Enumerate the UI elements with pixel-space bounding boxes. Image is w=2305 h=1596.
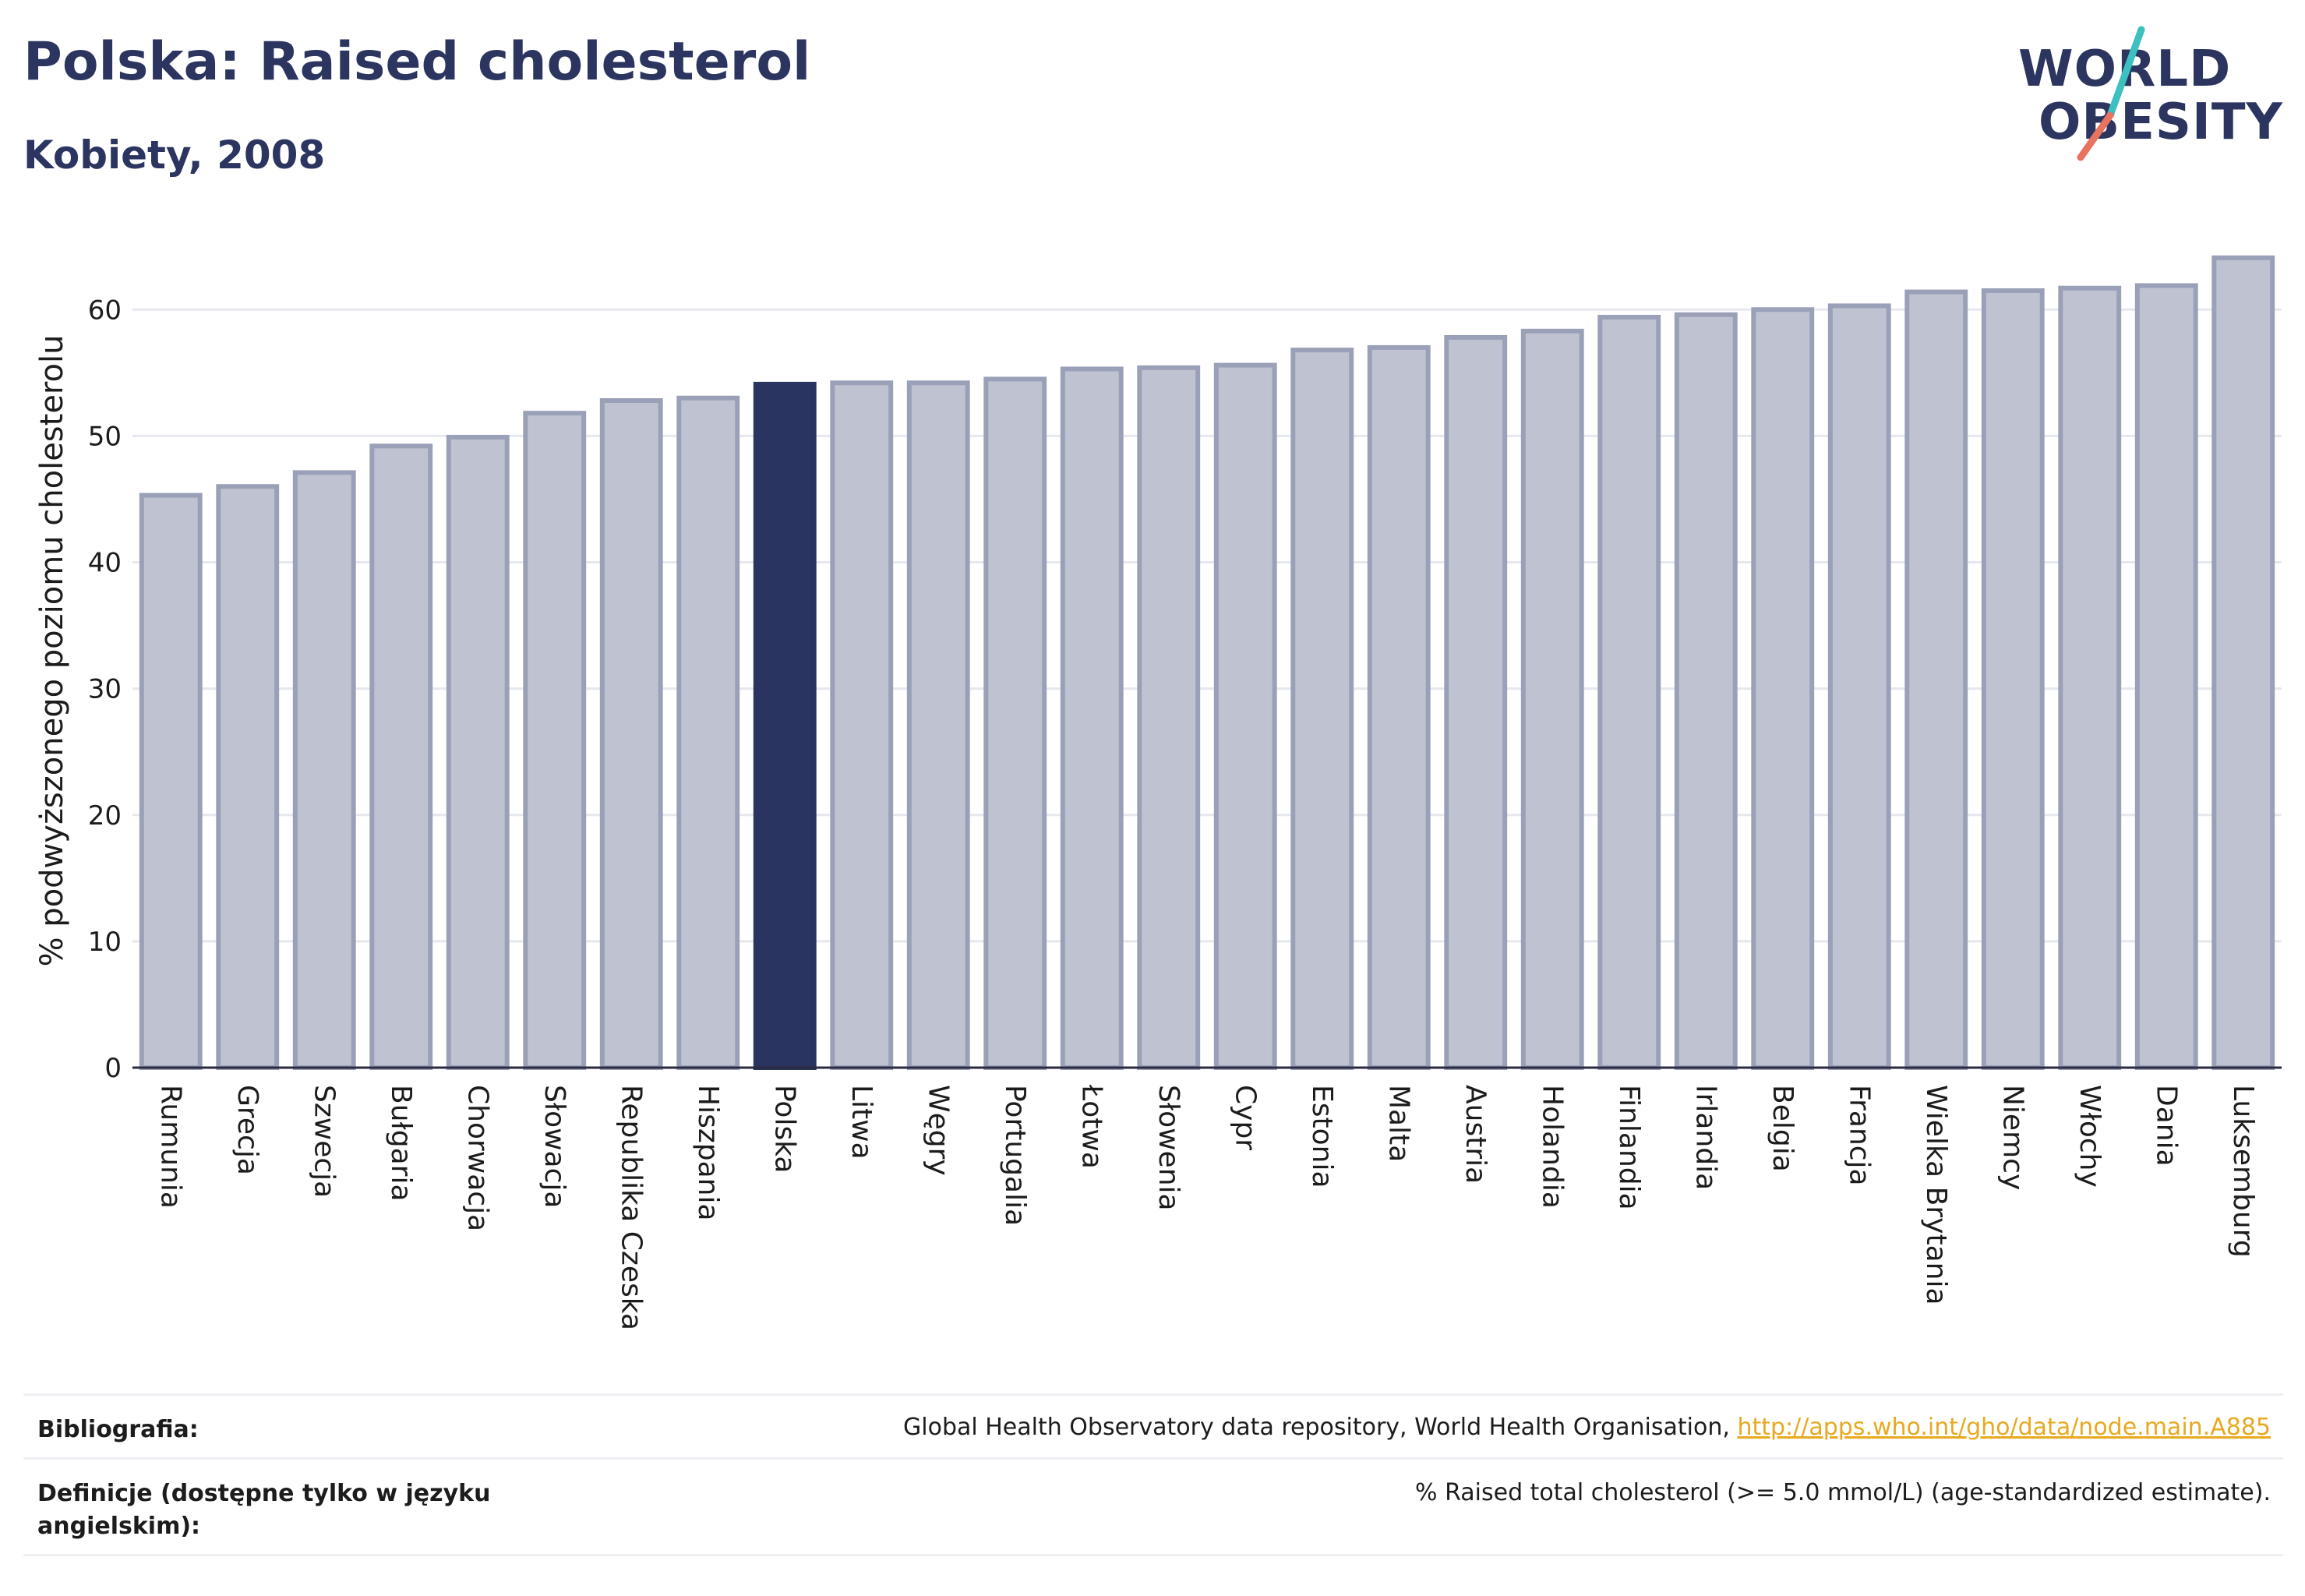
- x-tick-label: Włochy: [2074, 1085, 2106, 1188]
- bar: [983, 376, 1047, 1070]
- bar: [139, 493, 203, 1071]
- bar: [1674, 312, 1738, 1070]
- x-tick-label: Estonia: [1306, 1085, 1338, 1188]
- bar: [523, 411, 587, 1071]
- y-tick-label: 60: [88, 295, 122, 326]
- bar: [2134, 283, 2198, 1070]
- x-tick-label: Bułgaria: [385, 1085, 417, 1202]
- y-tick-label: 0: [104, 1053, 122, 1084]
- bar: [1751, 307, 1815, 1071]
- bar-chart: 0 10 20 30 40 50 60 % podwyższonego poziomu cho…: [34, 255, 2282, 1330]
- y-axis-label: % podwyższonego poziomu cholesterolu: [34, 335, 70, 967]
- x-tick-label: Cypr: [1229, 1085, 1261, 1150]
- y-tick-label: 40: [88, 548, 122, 579]
- bar: [1137, 365, 1201, 1070]
- definition-label: Definicje (dostępne tylko w języku angie…: [37, 1480, 491, 1540]
- x-tick-label: Republika Czeska: [615, 1085, 647, 1330]
- x-tick-label: Hiszpania: [692, 1085, 724, 1221]
- bibliography-text: Global Health Observatory data repositor…: [903, 1414, 1738, 1441]
- bar: [1060, 366, 1124, 1070]
- x-tick-label: Belgia: [1767, 1085, 1798, 1172]
- footer-divider-top: [23, 1393, 2283, 1396]
- x-tick-label: Łotwa: [1075, 1084, 1107, 1169]
- bar: [1520, 328, 1584, 1071]
- x-tick-label: Polska: [768, 1085, 800, 1173]
- x-tick-label: Słowacja: [538, 1085, 570, 1208]
- bar: [753, 381, 817, 1070]
- x-tick-label: Austria: [1460, 1085, 1491, 1184]
- bibliography-value: Global Health Observatory data repositor…: [903, 1414, 2271, 1441]
- bibliography-link[interactable]: http://apps.who.int/gho/data/node.main.A…: [1737, 1414, 2271, 1441]
- y-tick-label: 30: [88, 674, 122, 705]
- bar: [1904, 289, 1968, 1071]
- x-tick-label: Portugalia: [999, 1085, 1031, 1226]
- bar: [2058, 285, 2122, 1071]
- bar: [1827, 303, 1891, 1070]
- x-tick-label: Grecja: [231, 1085, 263, 1175]
- bar: [906, 380, 970, 1070]
- bar: [830, 380, 894, 1070]
- x-tick-label: Słowenia: [1152, 1085, 1184, 1211]
- y-tick-label: 10: [88, 927, 122, 958]
- chart-subtitle: Kobiety, 2008: [23, 132, 326, 178]
- x-tick-label: Irlandia: [1689, 1085, 1721, 1190]
- bar: [369, 443, 433, 1070]
- bar: [1367, 344, 1431, 1070]
- x-tick-label: Chorwacja: [461, 1085, 493, 1231]
- y-tick-label: 20: [88, 800, 122, 832]
- x-tick-label: Holandia: [1536, 1085, 1568, 1209]
- bar: [1213, 362, 1277, 1070]
- x-tick-label: Węgry: [922, 1085, 954, 1176]
- x-tick-label: Luksemburg: [2227, 1085, 2259, 1258]
- bar: [676, 395, 740, 1070]
- bar: [1444, 334, 1508, 1070]
- x-tick-label: Rumunia: [154, 1085, 186, 1209]
- x-tick-label: Wielka Brytania: [1920, 1085, 1952, 1305]
- bar: [599, 398, 663, 1070]
- bar: [2211, 255, 2275, 1071]
- bar: [446, 435, 510, 1070]
- x-tick-label: Niemcy: [1996, 1085, 2028, 1190]
- logo-line-2: OBESITY: [2038, 94, 2283, 151]
- y-tick-label: 50: [88, 421, 122, 452]
- world-obesity-logo[interactable]: WORLD OBESITY: [2018, 23, 2283, 164]
- definition-value: % Raised total cholesterol (>= 5.0 mmol/…: [1415, 1479, 2271, 1506]
- bar: [1981, 288, 2045, 1071]
- bar: [292, 470, 356, 1070]
- footer-divider-bottom: [23, 1554, 2283, 1556]
- bar: [1597, 315, 1661, 1070]
- x-tick-label: Finlandia: [1613, 1085, 1645, 1210]
- bibliography-label: Bibliografia:: [37, 1416, 199, 1443]
- x-tick-label: Malta: [1382, 1085, 1414, 1162]
- chart-title: Polska: Raised cholesterol: [23, 31, 811, 93]
- logo-slash-icon: [2077, 26, 2145, 161]
- bar: [216, 484, 280, 1070]
- x-tick-label: Francja: [1843, 1085, 1875, 1186]
- bar: [1290, 348, 1354, 1071]
- x-tick-label: Dania: [2150, 1085, 2182, 1167]
- x-tick-label: Litwa: [845, 1085, 877, 1160]
- footer-divider-middle: [23, 1457, 2283, 1460]
- x-tick-label: Szwecja: [308, 1085, 340, 1198]
